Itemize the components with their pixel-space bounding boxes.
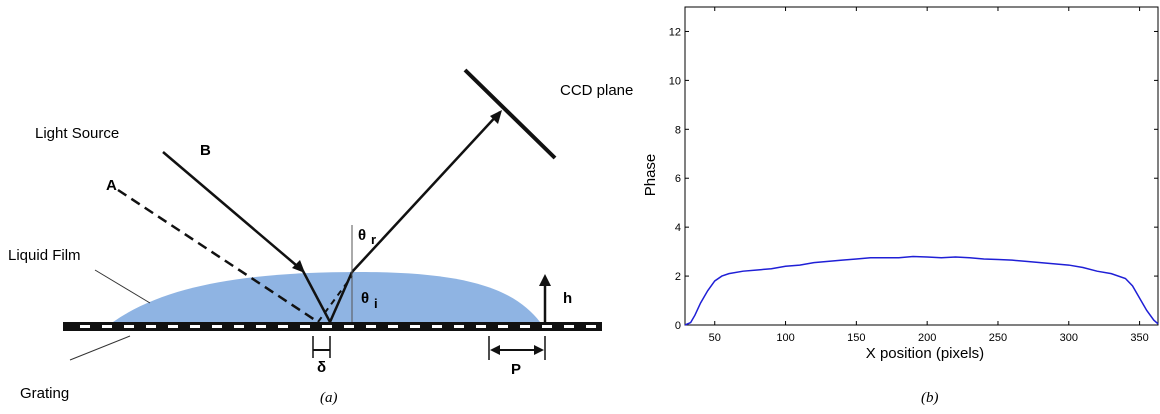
label: CCD plane [560, 82, 633, 99]
ray-reflected [328, 271, 354, 323]
label: A [106, 177, 117, 194]
label: δ [317, 359, 326, 376]
diagram: Light Source A B CCD plane Liquid Film G… [8, 68, 633, 406]
y-tick-label: 4 [675, 222, 681, 234]
label: i [374, 296, 378, 311]
x-tick-label: 50 [709, 332, 721, 344]
label: Grating [20, 385, 69, 402]
ccd-plane [463, 68, 557, 160]
x-tick-label: 350 [1130, 332, 1148, 344]
ray-a-reflected [317, 275, 353, 323]
caption: (b) [921, 390, 939, 406]
y-tick-label: 10 [669, 75, 681, 87]
ray-b [162, 151, 304, 272]
x-tick-label: 200 [918, 332, 936, 344]
label: r [371, 232, 376, 247]
label: Liquid Film [8, 247, 81, 264]
x-tick-label: 150 [847, 332, 865, 344]
x-tick-label: 250 [989, 332, 1007, 344]
label: Light Source [35, 125, 119, 142]
label: P [511, 361, 521, 378]
label: h [563, 290, 572, 307]
liquid-film [113, 272, 540, 322]
pointer [94, 269, 151, 304]
grating-bar [63, 322, 602, 331]
arrow-head [490, 110, 502, 124]
label: θ [358, 227, 366, 244]
ray-a [117, 188, 319, 324]
y-tick-label: 0 [675, 320, 681, 332]
label: θ [361, 290, 369, 307]
chart: X position (pixels) Phase (b) 0 2 4 6 8 10 12 5… [642, 6, 1159, 406]
y-tick-label: 6 [675, 173, 681, 185]
x-axis-label: X position (pixels) [866, 345, 984, 362]
data-line [684, 255, 1159, 326]
x-tick-label: 300 [1060, 332, 1078, 344]
y-tick-label: 8 [675, 124, 681, 136]
label: B [200, 142, 211, 159]
arrow-head [539, 274, 551, 286]
y-tick-label: 2 [675, 271, 681, 283]
pointer [69, 335, 131, 361]
arrow-head [292, 260, 305, 273]
x-tick-label: 100 [776, 332, 794, 344]
plot-frame [684, 6, 1159, 326]
ray-out [351, 111, 501, 273]
caption: (a) [320, 390, 338, 406]
y-tick-label: 12 [669, 26, 681, 38]
y-axis-label: Phase [642, 154, 659, 197]
